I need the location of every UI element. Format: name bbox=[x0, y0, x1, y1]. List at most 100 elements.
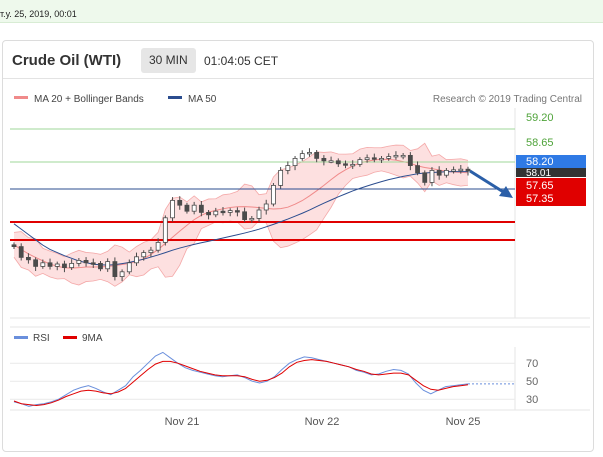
candle-body bbox=[220, 210, 226, 214]
bollinger-bands bbox=[13, 142, 469, 287]
candle-body bbox=[350, 163, 356, 167]
candle-body bbox=[40, 262, 46, 267]
candle-body bbox=[278, 169, 284, 186]
candle-body bbox=[328, 160, 334, 163]
candle-body bbox=[134, 256, 139, 264]
candle-body bbox=[76, 259, 82, 264]
candle-body bbox=[177, 199, 183, 206]
rsi-grid: 70 50 30 bbox=[10, 358, 538, 406]
support-box-1 bbox=[516, 178, 586, 192]
candle-body bbox=[155, 241, 161, 251]
candle-body bbox=[112, 261, 118, 278]
bollinger-band-fill bbox=[14, 143, 468, 287]
rsi-ma-line bbox=[13, 359, 469, 407]
forecast-arrow-head bbox=[499, 186, 513, 198]
candle-body bbox=[458, 168, 464, 172]
candle-body bbox=[227, 210, 233, 213]
last-price-label: 58.01 bbox=[526, 168, 551, 179]
bollinger-legend-label: MA 20 + Bollinger Bands bbox=[34, 94, 144, 105]
candle-body bbox=[18, 246, 24, 258]
candle-body bbox=[292, 157, 298, 166]
pivot-label-58-20: 58.20 bbox=[526, 156, 554, 168]
candle-body bbox=[119, 271, 125, 277]
candle-body bbox=[54, 263, 60, 267]
candle-body bbox=[436, 169, 442, 176]
candle-body bbox=[90, 262, 96, 265]
ma20-line bbox=[13, 158, 469, 269]
candle-body bbox=[83, 259, 89, 264]
last-price-box bbox=[516, 168, 586, 177]
rsi-tick-label: 30 bbox=[526, 394, 538, 406]
candle-body bbox=[33, 259, 39, 267]
candle-body bbox=[148, 249, 154, 253]
ma50-line bbox=[13, 171, 468, 266]
support-label-57-65: 57.65 bbox=[526, 180, 554, 192]
candlesticks bbox=[11, 148, 471, 282]
ma50-legend-label: MA 50 bbox=[188, 94, 217, 105]
candle-body bbox=[364, 157, 370, 161]
candle-body bbox=[343, 163, 348, 166]
candle-body bbox=[47, 262, 53, 267]
x-tick-nov-21: Nov 21 bbox=[165, 416, 200, 428]
candle-body bbox=[206, 211, 211, 216]
support-resistance-levels bbox=[10, 128, 515, 241]
candle-body bbox=[184, 204, 190, 212]
candle-body bbox=[407, 154, 413, 166]
rsi-tick-label: 70 bbox=[526, 358, 538, 370]
candle-body bbox=[443, 169, 449, 176]
forecast-arrow-line bbox=[469, 169, 506, 195]
candle-body bbox=[170, 199, 175, 219]
candle-body bbox=[465, 168, 471, 172]
candle-body bbox=[242, 211, 248, 221]
bollinger-upper-line bbox=[13, 142, 469, 258]
bollinger-legend-swatch bbox=[14, 96, 28, 99]
resistance-label-58-65: 58.65 bbox=[526, 137, 554, 149]
candle-body bbox=[451, 169, 456, 172]
timeframe-badge[interactable]: 30 MIN bbox=[141, 48, 196, 73]
ma50-legend-swatch bbox=[168, 96, 182, 99]
candle-body bbox=[400, 154, 406, 158]
candle-body bbox=[105, 261, 111, 270]
bollinger-lower-line bbox=[13, 170, 469, 287]
candle-body bbox=[335, 160, 341, 165]
resistance-label-59-20: 59.20 bbox=[526, 112, 554, 124]
candle-body bbox=[191, 204, 197, 212]
rsi-tick-label: 50 bbox=[526, 376, 538, 388]
candle-body bbox=[415, 165, 420, 174]
candle-body bbox=[371, 157, 377, 160]
support-label-57-35: 57.35 bbox=[526, 193, 554, 205]
candle-body bbox=[69, 262, 75, 268]
candle-body bbox=[98, 262, 103, 270]
pivot-price-box bbox=[516, 155, 586, 168]
date-text: т.у. 25, 2019, 00:01 bbox=[0, 9, 77, 19]
candle-body bbox=[271, 184, 276, 205]
candle-body bbox=[62, 263, 67, 268]
candle-body bbox=[256, 209, 262, 219]
chart-header: Crude Oil (WTI) 30 MIN 01:04:05 CET bbox=[3, 41, 593, 79]
candle-body bbox=[11, 244, 17, 248]
candle-body bbox=[357, 159, 363, 165]
candle-body bbox=[386, 156, 392, 159]
candle-body bbox=[234, 210, 240, 213]
x-tick-nov-22: Nov 22 bbox=[305, 416, 340, 428]
candle-body bbox=[393, 154, 399, 158]
rsi-legend-label: RSI bbox=[33, 333, 50, 344]
candle-body bbox=[249, 217, 255, 221]
clock-time: 01:04:05 CET bbox=[204, 54, 279, 68]
chart-panel: Crude Oil (WTI) 30 MIN 01:04:05 CET bbox=[2, 40, 594, 452]
candle-body bbox=[162, 217, 168, 243]
candle-body bbox=[26, 256, 31, 261]
rsi-ma-legend-swatch bbox=[63, 336, 77, 339]
rsi-ma-legend-label: 9MA bbox=[82, 333, 103, 344]
candle-body bbox=[198, 204, 204, 213]
candle-body bbox=[429, 169, 435, 183]
candle-body bbox=[299, 153, 305, 159]
top-status-bar: т.у. 25, 2019, 00:01 bbox=[0, 0, 603, 23]
support-box-2 bbox=[516, 192, 586, 206]
candle-body bbox=[307, 151, 312, 155]
rsi-legend-swatch bbox=[14, 336, 28, 339]
candle-body bbox=[141, 252, 147, 258]
candle-body bbox=[321, 157, 327, 162]
moving-average-lines bbox=[13, 171, 468, 266]
